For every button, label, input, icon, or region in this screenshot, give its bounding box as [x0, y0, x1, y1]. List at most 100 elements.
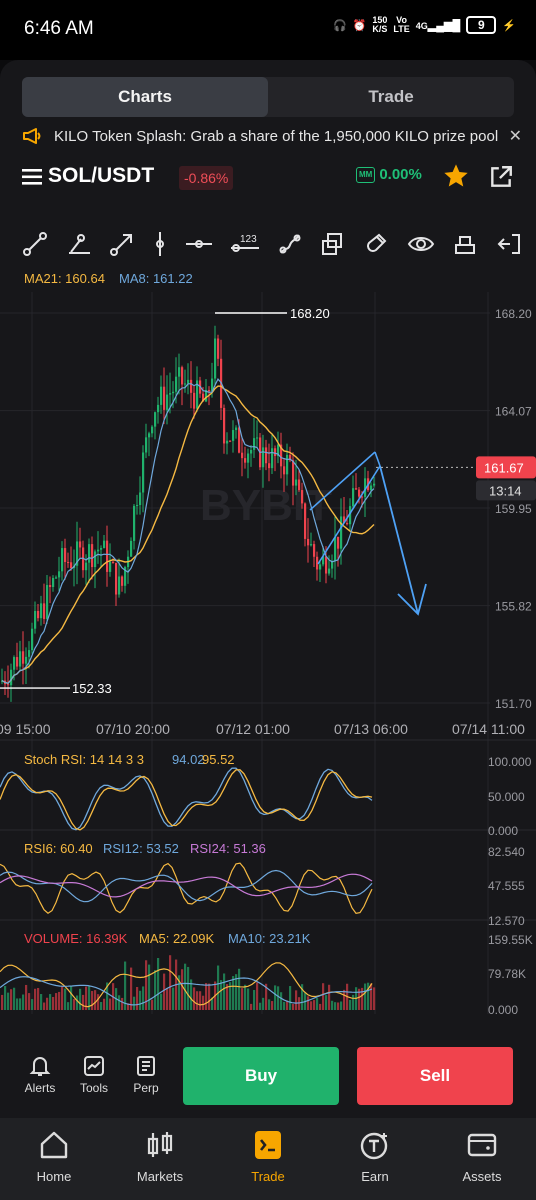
- candle-body: [145, 437, 148, 453]
- candle-body: [277, 444, 280, 457]
- close-icon[interactable]: ✕: [508, 128, 522, 145]
- candle-body: [85, 562, 88, 571]
- volume-bar: [343, 989, 346, 1010]
- tools-button[interactable]: Tools: [74, 1054, 114, 1095]
- nav-markets[interactable]: Markets: [120, 1130, 200, 1184]
- candle-body: [52, 578, 55, 588]
- candle-body: [46, 585, 49, 619]
- bell-icon: [29, 1057, 51, 1076]
- price-range-icon[interactable]: 123: [230, 231, 260, 257]
- candle-body: [343, 516, 346, 524]
- promo-banner[interactable]: KILO Token Splash: Grab a share of the 1…: [22, 123, 522, 149]
- volume-bar: [310, 1001, 313, 1010]
- brush-icon[interactable]: [278, 231, 302, 257]
- volume-bar: [250, 1003, 253, 1010]
- volume-bar: [226, 984, 229, 1010]
- nav-assets[interactable]: Assets: [442, 1130, 522, 1184]
- volume-bar: [157, 957, 160, 1010]
- mm-value: 0.00%: [379, 166, 422, 183]
- candle-body: [322, 556, 325, 565]
- volume-bar: [73, 998, 76, 1010]
- volume-bar: [121, 997, 124, 1010]
- volume-bar: [286, 1000, 289, 1010]
- candle-body: [295, 479, 298, 486]
- candle-body: [241, 452, 244, 459]
- volume-bar: [259, 1002, 262, 1010]
- trendline-icon[interactable]: [22, 231, 48, 257]
- exit-icon[interactable]: [496, 231, 522, 257]
- eraser-icon[interactable]: [452, 231, 478, 257]
- star-icon[interactable]: [442, 162, 470, 190]
- perp-button[interactable]: Perp: [126, 1054, 166, 1095]
- panel-tick-label: 159.55K: [488, 933, 533, 947]
- pair-symbol[interactable]: SOL/USDT: [48, 164, 155, 187]
- candle-body: [190, 379, 193, 393]
- rsi-panel: 82.540 47.555 12.570: [0, 845, 525, 928]
- candle-body: [142, 452, 145, 493]
- candle-body: [340, 516, 343, 549]
- rsi6-line: [0, 862, 373, 914]
- sell-button[interactable]: Sell: [357, 1047, 513, 1105]
- battery-icon: 9: [466, 16, 497, 34]
- arrow-line-icon[interactable]: [109, 231, 135, 257]
- candle-body: [280, 444, 283, 467]
- volume-bar: [88, 986, 91, 1010]
- nav-earn[interactable]: Earn: [335, 1130, 415, 1184]
- y-axis: 168.20 164.07 159.95 155.82 151.70: [495, 307, 532, 711]
- menu-icon[interactable]: [22, 168, 44, 186]
- candle-body: [31, 628, 34, 651]
- eye-icon[interactable]: [407, 231, 435, 257]
- ray-icon[interactable]: [66, 231, 92, 257]
- mm-rate[interactable]: MM 0.00%: [356, 166, 422, 183]
- volume-bar: [160, 993, 163, 1010]
- share-icon[interactable]: [488, 164, 514, 190]
- status-icons: 🎧 ⏰ 150 K/S Vo LTE 4G▂▄▆█ 9 ⚡: [333, 16, 516, 34]
- candle-body: [352, 488, 355, 507]
- net-speed: 150 K/S: [372, 15, 388, 34]
- vertical-line-icon[interactable]: [153, 231, 167, 257]
- volume-bar: [37, 987, 40, 1010]
- magnet-icon[interactable]: [363, 231, 389, 257]
- candle-body: [217, 338, 220, 359]
- y-tick-label: 159.95: [495, 502, 532, 516]
- candle-body: [214, 338, 217, 379]
- candle-body: [334, 536, 337, 561]
- volume-bar: [154, 970, 157, 1010]
- candle-body: [271, 448, 274, 469]
- tab-charts[interactable]: Charts: [22, 77, 268, 117]
- bottom-actions: Alerts Tools Perp Buy Sell: [0, 1040, 536, 1112]
- buy-button[interactable]: Buy: [183, 1047, 339, 1105]
- rsi24-label: RSI24: 51.36: [190, 841, 266, 856]
- stoch-d-line: [0, 769, 373, 831]
- candles: [1, 325, 376, 702]
- candle-body: [160, 386, 163, 405]
- candle-body: [157, 404, 160, 413]
- nav-home[interactable]: Home: [14, 1130, 94, 1184]
- candle-body: [139, 492, 142, 506]
- nav-trade[interactable]: Trade: [228, 1130, 308, 1184]
- y-tick-label: 164.07: [495, 405, 532, 419]
- candle-body: [346, 523, 349, 525]
- volume-bar: [145, 960, 148, 1010]
- volume-bar: [76, 995, 79, 1010]
- volume-bar: [100, 1002, 103, 1010]
- horizontal-line-icon[interactable]: [185, 231, 213, 257]
- candle-body: [316, 556, 319, 570]
- candle-body: [229, 440, 232, 442]
- price-chart[interactable]: MA21: 160.64 MA8: 161.22 BYBIT 168.20 152…: [0, 262, 536, 1022]
- target-arrow-line: [379, 465, 419, 615]
- app-sheet: [0, 60, 536, 1118]
- volume-ma5-label: MA5: 22.09K: [139, 931, 214, 946]
- volume-bar: [313, 1000, 316, 1010]
- candle-body: [70, 562, 73, 569]
- volume-bar: [172, 987, 175, 1010]
- alerts-button[interactable]: Alerts: [20, 1054, 60, 1095]
- volume-bar: [199, 991, 202, 1010]
- status-time: 6:46 AM: [24, 18, 94, 39]
- volume-bar: [85, 986, 88, 1010]
- ma21-line: [1, 385, 375, 685]
- volume-bar: [241, 988, 244, 1010]
- tab-trade[interactable]: Trade: [368, 87, 414, 106]
- volume-bar: [280, 992, 283, 1010]
- layers-icon[interactable]: [319, 231, 345, 257]
